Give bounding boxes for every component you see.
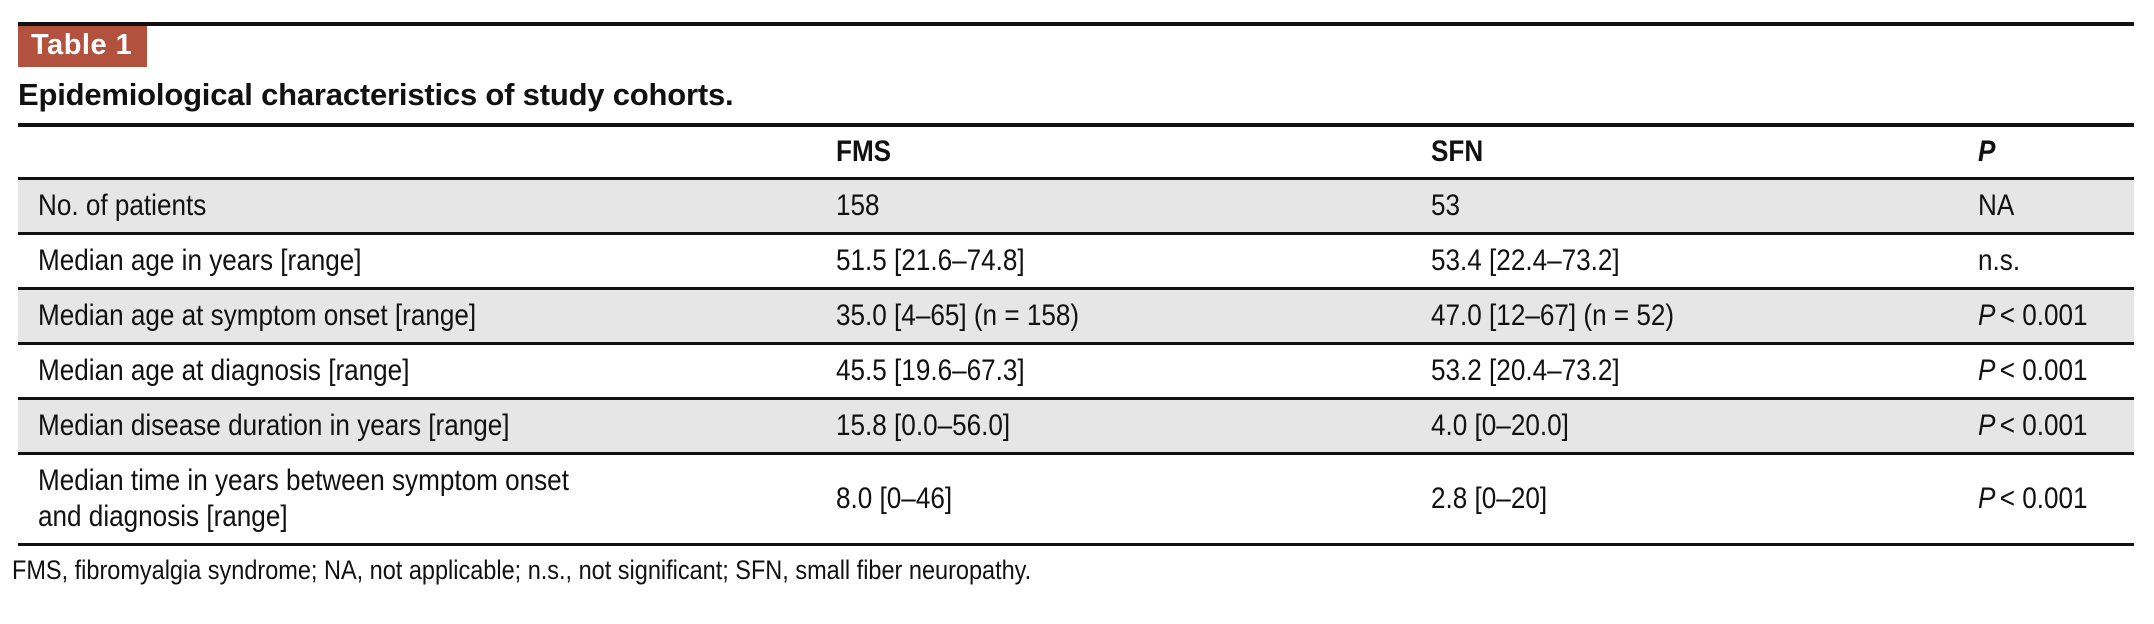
table-row-age-symptom-onset: Median age at symptom onset [range] 35.0…	[18, 288, 2134, 344]
cell-p: n.s.	[1978, 234, 2134, 289]
cell-fms: 51.5 [21.6–74.8]	[836, 244, 1025, 277]
column-header-fms: FMS	[836, 135, 892, 168]
cell-fms: 35.0 [4–65] (n = 158)	[836, 299, 1080, 332]
cell-fms: 158	[836, 189, 880, 222]
p-symbol: P	[1978, 299, 1996, 332]
cell-label: Median age in years [range]	[38, 244, 362, 277]
table-caption: Epidemiological characteristics of study…	[18, 77, 734, 112]
cell-p: P < 0.001	[1978, 399, 2134, 454]
figure-content: Table 1 Epidemiological characteristics …	[12, 22, 2134, 586]
p-value: NA	[1978, 189, 2015, 222]
cell-sfn: 4.0 [0–20.0]	[1431, 409, 1569, 442]
table-row-disease-duration: Median disease duration in years [range]…	[18, 398, 2134, 454]
cell-p: P < 0.001	[1978, 454, 2134, 545]
table-row-age-diagnosis: Median age at diagnosis [range] 45.5 [19…	[18, 343, 2134, 399]
cell-label: Median disease duration in years [range]	[38, 409, 510, 442]
table-number-badge: Table 1	[18, 26, 148, 67]
table-row-time-onset-to-diagnosis: Median time in years between symptom ons…	[18, 453, 2134, 545]
table-body: No. of patients 158 53 NA Median age in …	[18, 178, 2134, 545]
cell-p: P < 0.001	[1978, 289, 2134, 344]
column-header-rowlabel	[18, 125, 836, 179]
cell-sfn: 53.2 [20.4–73.2]	[1431, 354, 1620, 387]
cell-label: Median age at symptom onset [range]	[38, 299, 477, 332]
table-row-median-age: Median age in years [range] 51.5 [21.6–7…	[18, 233, 2134, 289]
cell-label: Median time in years between symptom ons…	[38, 464, 569, 533]
p-symbol: P	[1978, 354, 1996, 387]
cell-label: No. of patients	[38, 189, 207, 222]
cell-label: Median age at diagnosis [range]	[38, 354, 410, 387]
p-value: < 0.001	[1999, 299, 2088, 332]
cell-sfn: 53	[1431, 189, 1461, 222]
top-rule	[18, 22, 2134, 26]
cell-fms: 8.0 [0–46]	[836, 482, 953, 515]
p-value: < 0.001	[1999, 409, 2088, 442]
table-row-patients: No. of patients 158 53 NA	[18, 178, 2134, 234]
header-row: FMS SFN P	[18, 125, 2134, 179]
table-footnote: FMS, fibromyalgia syndrome; NA, not appl…	[12, 555, 1032, 585]
cell-sfn: 47.0 [12–67] (n = 52)	[1431, 299, 1675, 332]
p-value: < 0.001	[1999, 354, 2088, 387]
p-value: n.s.	[1978, 244, 2021, 277]
epidemiology-table: FMS SFN P No. of patients 158 53 NA Medi…	[18, 123, 2134, 546]
p-value: < 0.001	[1999, 482, 2088, 515]
cell-sfn: 2.8 [0–20]	[1431, 482, 1548, 515]
cell-fms: 15.8 [0.0–56.0]	[836, 409, 1011, 442]
column-header-sfn: SFN	[1431, 135, 1484, 168]
cell-sfn: 53.4 [22.4–73.2]	[1431, 244, 1620, 277]
column-header-p: P	[1978, 135, 1996, 168]
table-number-label: Table 1	[31, 29, 133, 61]
paper-table-figure: Table 1 Epidemiological characteristics …	[0, 22, 2154, 624]
p-symbol: P	[1978, 482, 1996, 515]
p-symbol: P	[1978, 409, 1996, 442]
cell-fms: 45.5 [19.6–67.3]	[836, 354, 1025, 387]
cell-p: P < 0.001	[1978, 344, 2134, 399]
table-header: FMS SFN P	[18, 125, 2134, 179]
cell-p: NA	[1978, 179, 2134, 234]
